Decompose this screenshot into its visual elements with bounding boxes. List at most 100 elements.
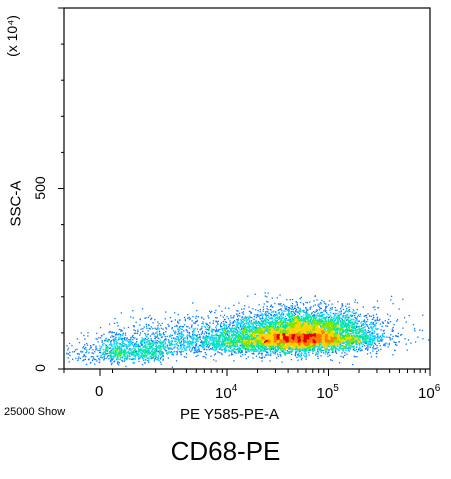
event-dot — [176, 342, 179, 344]
event-dot — [227, 346, 229, 348]
event-dot — [354, 313, 356, 315]
event-dot — [129, 358, 131, 360]
event-dot — [376, 333, 378, 335]
event-dot — [156, 353, 158, 355]
event-dot — [115, 342, 118, 344]
event-dot — [144, 356, 146, 359]
event-dot — [334, 334, 336, 336]
event-dot — [392, 354, 394, 356]
event-dot — [174, 312, 176, 314]
event-dot — [288, 338, 290, 340]
event-dot — [321, 322, 323, 324]
event-dot — [233, 320, 236, 322]
event-dot — [143, 349, 145, 351]
event-dot — [136, 332, 139, 335]
event-dot — [137, 329, 139, 331]
event-dot — [130, 343, 133, 345]
event-dot — [148, 341, 150, 343]
event-dot — [377, 338, 379, 340]
event-dot — [162, 352, 164, 354]
event-dot — [107, 349, 109, 351]
event-dot — [106, 347, 108, 350]
event-dot — [128, 342, 130, 344]
event-dot — [370, 315, 372, 317]
event-dot — [132, 344, 134, 346]
event-dot — [169, 341, 171, 344]
event-dot — [106, 346, 108, 348]
event-dot — [340, 325, 342, 327]
event-dot — [136, 344, 139, 346]
event-dot — [300, 323, 302, 325]
event-dot — [205, 331, 208, 334]
event-dot — [284, 320, 286, 322]
event-dot — [369, 340, 371, 343]
event-dot — [231, 333, 233, 335]
event-dot — [242, 343, 244, 345]
event-dot — [182, 334, 184, 336]
event-dot — [339, 336, 341, 338]
event-dot — [252, 328, 255, 331]
event-dot — [358, 348, 360, 350]
event-dot — [104, 354, 106, 356]
event-dot — [105, 357, 107, 359]
event-dot — [170, 351, 172, 353]
event-dot — [298, 311, 300, 314]
event-dot — [156, 351, 159, 353]
event-dot — [100, 356, 102, 359]
event-dot — [184, 320, 187, 322]
event-dot — [328, 331, 331, 333]
event-dot — [196, 320, 198, 323]
event-dot — [141, 344, 143, 346]
event-dot — [348, 326, 350, 328]
event-dot — [341, 341, 343, 343]
event-dot — [272, 347, 274, 349]
event-dot — [405, 321, 407, 323]
event-dot — [132, 347, 134, 349]
event-dot — [286, 313, 288, 315]
event-dot — [138, 358, 140, 360]
event-dot — [99, 345, 101, 347]
event-dot — [73, 351, 76, 353]
event-dot — [77, 358, 79, 360]
event-dot — [154, 337, 156, 339]
event-dot — [276, 345, 278, 347]
event-dot — [352, 330, 354, 333]
event-dot — [128, 341, 130, 343]
event-dot — [151, 350, 153, 352]
event-dot — [116, 339, 118, 341]
event-dot — [147, 324, 150, 326]
event-dot — [380, 340, 382, 342]
event-dot — [197, 345, 199, 348]
event-dot — [181, 326, 184, 328]
event-dot — [115, 353, 117, 355]
event-dot — [167, 339, 170, 341]
event-dot — [326, 327, 328, 329]
event-dot — [141, 358, 144, 360]
event-dot — [124, 348, 126, 350]
event-dot — [241, 334, 244, 336]
event-dot — [95, 347, 97, 349]
event-dot — [163, 340, 165, 342]
event-dot — [190, 350, 192, 353]
event-dot — [144, 317, 146, 319]
event-dot — [135, 321, 137, 323]
event-dot — [152, 357, 154, 359]
event-dot — [351, 343, 353, 345]
event-dot — [312, 330, 314, 333]
event-dot — [187, 317, 189, 319]
event-dot — [135, 352, 137, 354]
event-dot — [322, 332, 325, 334]
event-dot — [336, 321, 338, 323]
event-dot — [357, 326, 359, 328]
event-dot — [148, 327, 150, 329]
event-dot — [129, 340, 131, 342]
event-dot — [275, 323, 277, 326]
event-dot — [349, 344, 351, 347]
event-dot — [99, 327, 102, 329]
event-dot — [320, 321, 322, 323]
event-dot — [252, 325, 254, 327]
event-dot — [336, 309, 338, 311]
event-dot — [341, 304, 343, 306]
event-dot — [113, 353, 116, 355]
event-dot — [306, 310, 308, 312]
